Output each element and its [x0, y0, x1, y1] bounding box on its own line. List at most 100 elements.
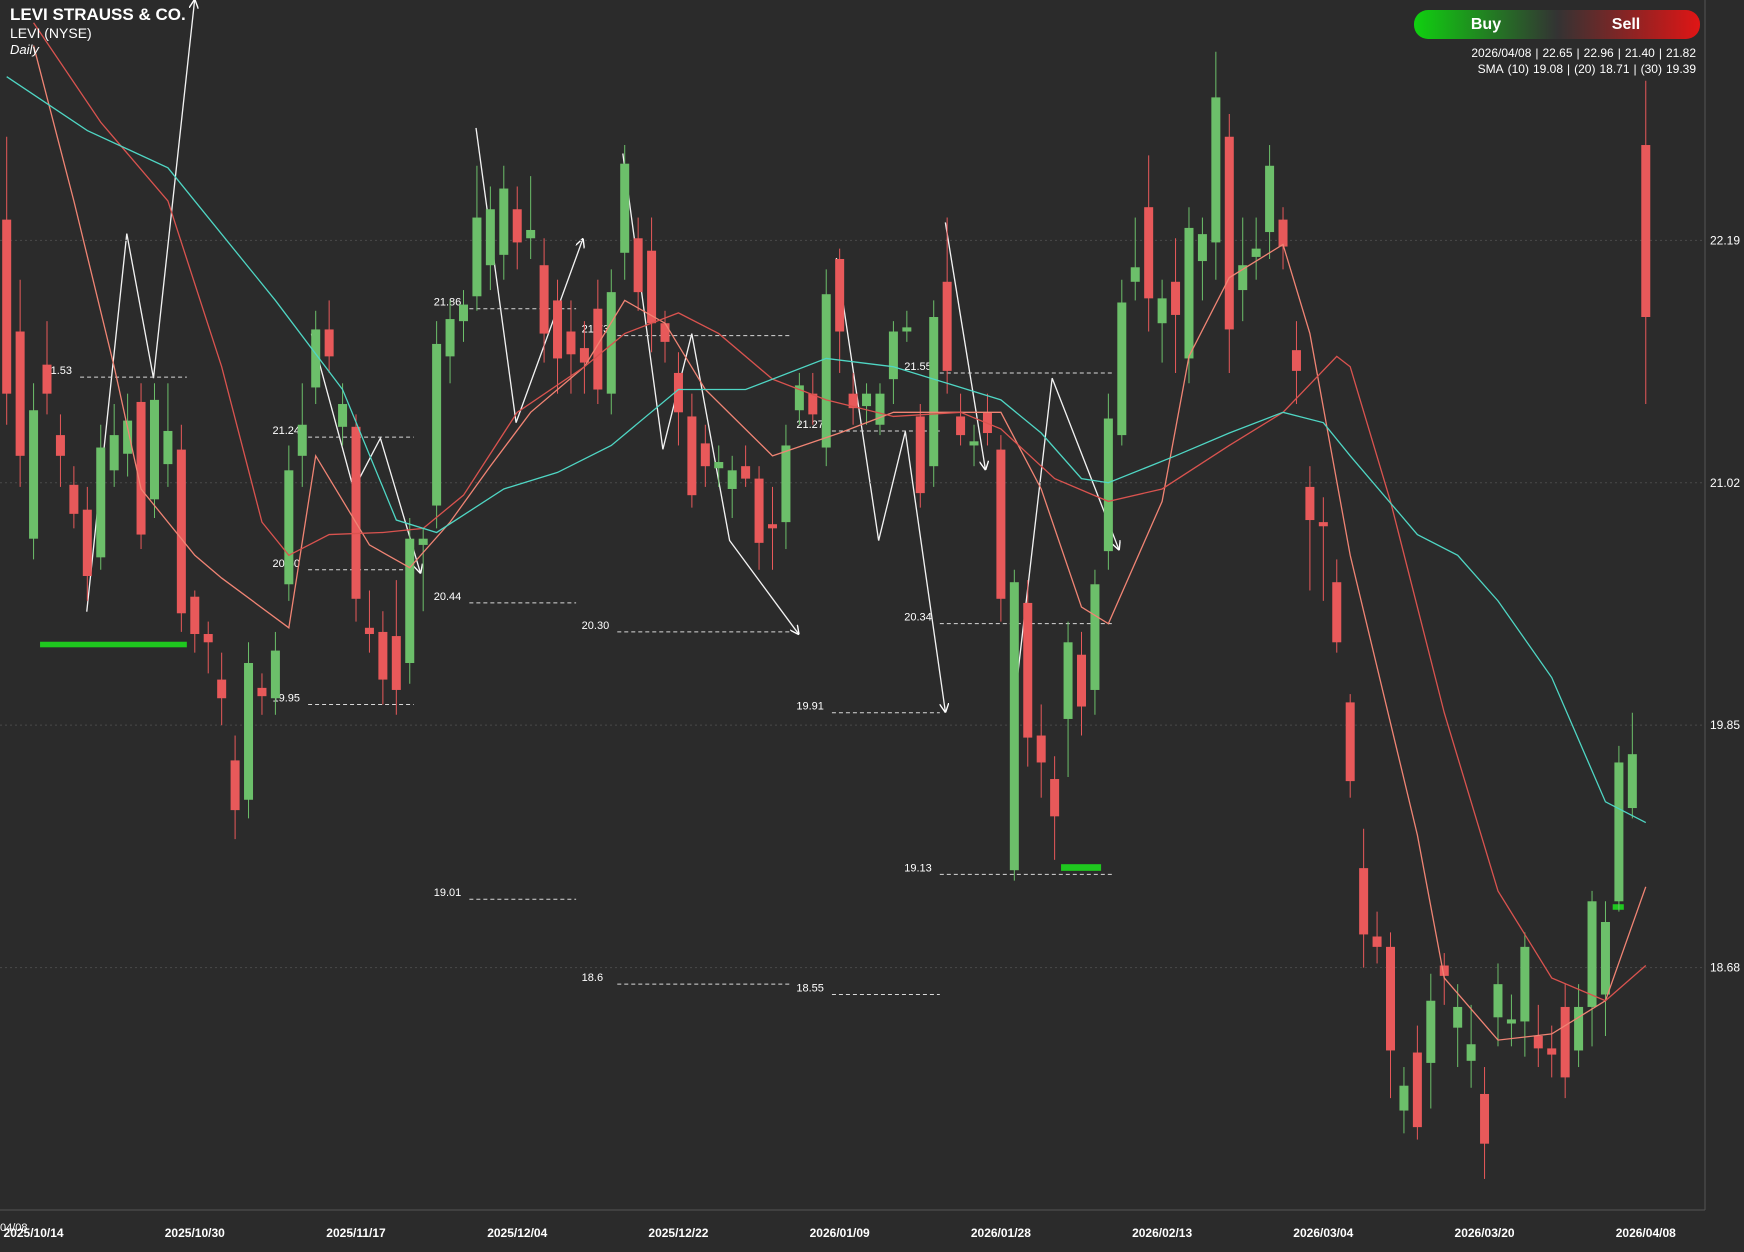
level-label: 19.13	[904, 862, 932, 874]
level-label: 19.91	[796, 701, 824, 713]
candle-body	[593, 308, 603, 390]
sell-button[interactable]: Sell	[1612, 16, 1640, 33]
candle-body	[741, 466, 751, 479]
candle-body	[996, 449, 1006, 599]
buy-sell-buttons: Buy Sell	[1414, 10, 1700, 39]
candle-body	[1036, 735, 1046, 763]
candle-body	[526, 229, 536, 239]
x-tick-label: 2026/03/20	[1455, 1226, 1515, 1240]
candle-body	[1184, 227, 1194, 359]
zigzag-arrow	[622, 153, 799, 633]
candle-body	[848, 393, 858, 409]
candle-body	[136, 401, 146, 535]
candle-body	[1453, 1006, 1463, 1028]
candle-body	[405, 538, 415, 664]
candle-body	[391, 636, 401, 690]
signal-bar	[40, 641, 187, 648]
candle-body	[579, 348, 589, 363]
candle-body	[673, 372, 683, 413]
candle-body	[55, 435, 65, 456]
candle-body	[714, 462, 724, 469]
candle-body	[1157, 298, 1167, 324]
info-text: |	[1634, 62, 1637, 76]
signal-bar	[1612, 904, 1624, 910]
candle-body	[1291, 350, 1301, 371]
x-tick-label: 2025/12/04	[487, 1226, 547, 1240]
sma-line	[32, 45, 1647, 1041]
info-text: 22.65	[1543, 46, 1573, 60]
candle-body	[1023, 602, 1033, 738]
zigzag-arrow	[86, 0, 195, 612]
candle-body	[888, 331, 898, 380]
level-label: 21.27	[796, 419, 824, 431]
candle-body	[203, 634, 213, 643]
candle-body	[244, 663, 254, 800]
candle-body	[1144, 207, 1154, 299]
candle-body	[485, 209, 495, 266]
candle-body	[1009, 582, 1019, 871]
candle-body	[432, 343, 442, 506]
level-label: 18.6	[582, 972, 603, 984]
candle-body	[109, 435, 119, 471]
candle-body	[902, 327, 912, 332]
info-text: 19.08	[1533, 62, 1563, 76]
candle-body	[647, 250, 657, 324]
candle-body	[1493, 984, 1503, 1018]
ohlc-info: 2026/04/08 | 22.65 | 22.96 | 21.40 | 21.82	[1471, 46, 1696, 60]
plot: 22.19 21.02 19.85 18.68 2025/10/14 2025/10/30…	[0, 22, 1740, 1240]
candle-body	[2, 219, 12, 394]
candle-body	[1238, 265, 1248, 291]
candle-body	[163, 430, 173, 465]
candle-body	[539, 265, 549, 334]
candle-body	[620, 163, 630, 253]
candle-body	[15, 331, 25, 456]
level-label: 19.01	[434, 887, 462, 899]
sma-line	[6, 76, 1647, 824]
candle-body	[1130, 267, 1140, 282]
chart-subtitle: LEVI (NYSE)	[10, 25, 92, 41]
candle-body	[700, 443, 710, 467]
candle-body	[1399, 1085, 1409, 1111]
candle-body	[217, 679, 227, 699]
candle-body	[1533, 1035, 1543, 1049]
candle-body	[1305, 486, 1315, 521]
candle-body	[1332, 582, 1342, 643]
chart-title: LEVI STRAUSS & CO.	[10, 5, 186, 24]
candle-body	[1318, 522, 1328, 527]
candle-body	[1090, 584, 1100, 690]
candle-body	[1117, 302, 1127, 436]
candle-body	[969, 441, 979, 446]
level-label: 20.44	[434, 591, 462, 603]
candle-body	[566, 331, 576, 355]
x-tick-label: 2026/01/09	[810, 1226, 870, 1240]
candle-body	[942, 281, 952, 371]
candle-body	[1345, 702, 1355, 782]
candle-body	[821, 294, 831, 448]
candle-body	[660, 323, 670, 342]
candle-body	[1197, 234, 1207, 262]
level-label: 21.24	[272, 425, 300, 437]
candle-body	[257, 687, 267, 697]
candle-body	[767, 524, 777, 529]
candle-body	[781, 445, 791, 523]
candle-body	[1480, 1093, 1490, 1144]
signal-bar	[1061, 864, 1102, 871]
level-label: 18.55	[796, 983, 824, 995]
level-label: 20.34	[904, 612, 932, 624]
buy-button[interactable]: Buy	[1471, 16, 1501, 33]
candle-body	[606, 292, 616, 394]
candle-body	[808, 393, 818, 415]
y-tick-label: 21.02	[1710, 476, 1740, 490]
level-label: 20.30	[582, 620, 610, 632]
info-text: 18.71	[1599, 62, 1629, 76]
candle-body	[378, 631, 388, 680]
candle-body	[338, 404, 348, 427]
x-tick-label: 2026/04/08	[1616, 1226, 1676, 1240]
candle-body	[1466, 1044, 1476, 1061]
candle-body	[1251, 248, 1261, 257]
candle-body	[1547, 1048, 1557, 1055]
buy-sell-background	[1414, 10, 1700, 39]
clipped-date-label: 04/08	[0, 1222, 28, 1234]
candle-body	[472, 217, 482, 297]
x-tick-label: 2025/10/30	[165, 1226, 225, 1240]
